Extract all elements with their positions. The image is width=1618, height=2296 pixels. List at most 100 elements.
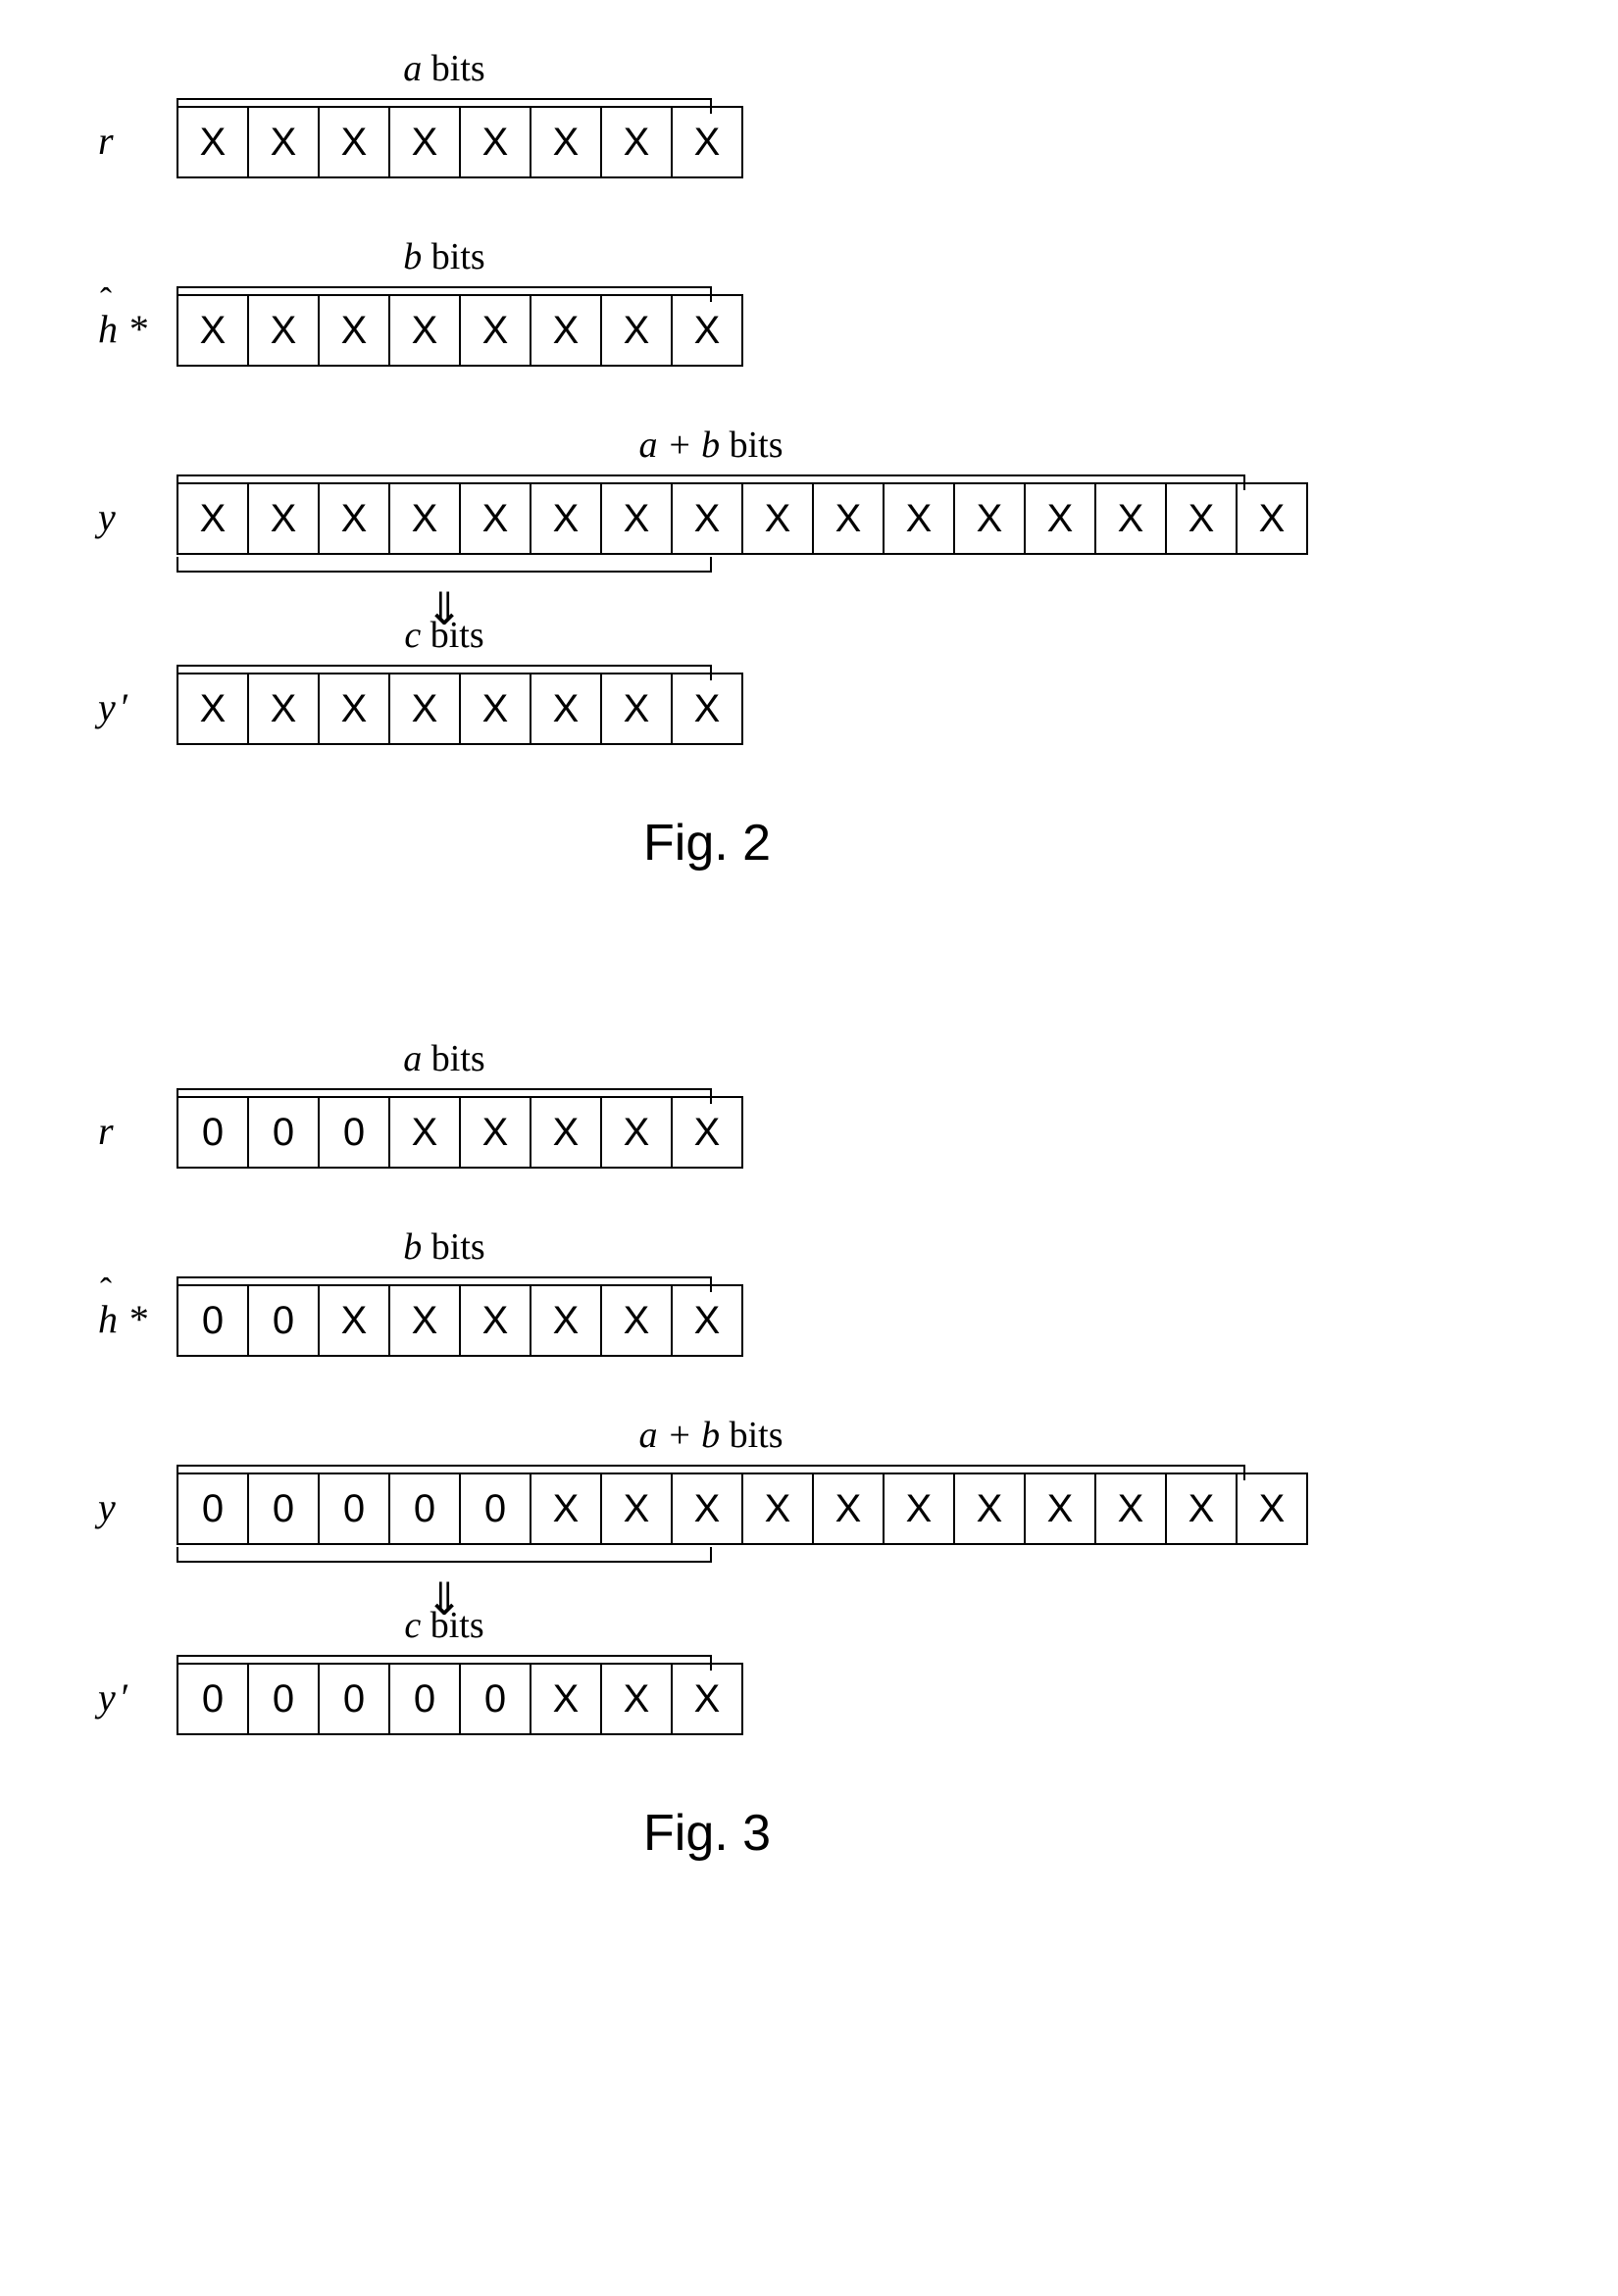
bit-cell: X — [177, 106, 249, 178]
bit-row: XXXXXXXX — [177, 673, 1618, 745]
bit-cell: X — [1165, 1472, 1238, 1545]
bracket-bottom — [177, 1549, 712, 1571]
bit-cell: X — [1024, 1472, 1096, 1545]
bit-cell: 0 — [177, 1284, 249, 1357]
bit-cell: 0 — [388, 1663, 461, 1735]
bit-cell: X — [388, 673, 461, 745]
bit-cell: X — [530, 1472, 602, 1545]
bit-row-group-hhat: b bitsh *00XXXXXX — [177, 1237, 1618, 1357]
bit-cell: X — [530, 1284, 602, 1357]
bit-cell: X — [671, 482, 743, 555]
bit-cell: X — [459, 106, 531, 178]
bit-cell: 0 — [247, 1472, 320, 1545]
bit-cell: X — [530, 673, 602, 745]
bit-cell: X — [812, 482, 885, 555]
bit-row-group-y: a + b bitsyXXXXXXXXXXXXXXXX — [177, 435, 1618, 580]
bit-cell: X — [883, 482, 955, 555]
bracket-label: a + b bits — [177, 1414, 1245, 1457]
bit-cell: 0 — [459, 1663, 531, 1735]
bit-cell: X — [953, 482, 1026, 555]
bracket-top: a + b bits — [177, 1425, 1245, 1467]
bit-cell: X — [459, 1284, 531, 1357]
bit-cell: X — [1236, 482, 1308, 555]
bit-row-group-r: a bitsr000XXXXX — [177, 1049, 1618, 1169]
bracket-label: c bits — [177, 614, 712, 657]
bit-cell: X — [247, 673, 320, 745]
bit-cell: X — [1165, 482, 1238, 555]
bit-row-group-hhat: b bitsh *XXXXXXXX — [177, 247, 1618, 367]
bracket-top: b bits — [177, 1237, 712, 1278]
bit-row: XXXXXXXXXXXXXXXX — [177, 482, 1618, 555]
row-label-hhat: h * — [98, 1296, 147, 1342]
bit-cell: X — [459, 482, 531, 555]
bit-cell: 0 — [247, 1663, 320, 1735]
bit-cell: X — [177, 294, 249, 367]
bit-cell: X — [318, 1284, 390, 1357]
bit-row: 00000XXX — [177, 1663, 1618, 1735]
bracket-top: a bits — [177, 1049, 712, 1090]
bit-cell: X — [671, 294, 743, 367]
bit-cell: X — [1094, 482, 1167, 555]
bit-cell: X — [600, 1663, 673, 1735]
bit-cell: X — [530, 294, 602, 367]
bit-cell: X — [600, 1096, 673, 1169]
bit-cell: X — [459, 1096, 531, 1169]
row-label-yprime: y ′ — [98, 684, 127, 730]
bit-cell: X — [388, 482, 461, 555]
bit-cell: X — [953, 1472, 1026, 1545]
bit-cell: X — [671, 1096, 743, 1169]
bit-cell: X — [318, 482, 390, 555]
bit-cell: X — [388, 106, 461, 178]
bracket-top: a + b bits — [177, 435, 1245, 476]
bracket-top: c bits — [177, 1616, 712, 1657]
figure-block: a bitsr000XXXXXb bitsh *00XXXXXXa + b bi… — [0, 1049, 1618, 1863]
figure-caption: Fig. 2 — [177, 814, 1618, 873]
bit-cell: X — [459, 294, 531, 367]
bit-cell: 0 — [177, 1472, 249, 1545]
bit-cell: X — [600, 106, 673, 178]
bit-cell: X — [671, 1663, 743, 1735]
bit-cell: 0 — [459, 1472, 531, 1545]
bit-cell: X — [530, 482, 602, 555]
bit-cell: X — [671, 1284, 743, 1357]
bracket-label: b bits — [177, 1225, 712, 1269]
bit-cell: X — [388, 1284, 461, 1357]
bit-cell: X — [530, 106, 602, 178]
bit-cell: X — [600, 1284, 673, 1357]
bit-cell: X — [318, 673, 390, 745]
bit-cell: X — [600, 673, 673, 745]
bit-cell: X — [600, 482, 673, 555]
bit-cell: 0 — [318, 1472, 390, 1545]
bit-cell: X — [671, 1472, 743, 1545]
bracket-label: a bits — [177, 47, 712, 90]
bit-row: 00000XXXXXXXXXXX — [177, 1472, 1618, 1545]
bit-cell: X — [671, 106, 743, 178]
bracket-label: a bits — [177, 1037, 712, 1080]
row-label-yprime: y ′ — [98, 1674, 127, 1721]
bit-cell: 0 — [177, 1663, 249, 1735]
bit-row-group-y: a + b bitsy00000XXXXXXXXXXX — [177, 1425, 1618, 1571]
bit-cell: X — [671, 673, 743, 745]
bracket-label: c bits — [177, 1604, 712, 1647]
bit-row-group-yprime: c bitsy ′00000XXX — [177, 1616, 1618, 1735]
bit-cell: X — [388, 1096, 461, 1169]
bit-cell: 0 — [247, 1096, 320, 1169]
bit-cell: X — [1024, 482, 1096, 555]
row-label-r: r — [98, 1108, 114, 1154]
bit-cell: 0 — [247, 1284, 320, 1357]
bit-cell: X — [318, 106, 390, 178]
bit-row: 00XXXXXX — [177, 1284, 1618, 1357]
bit-cell: X — [812, 1472, 885, 1545]
bit-cell: X — [600, 294, 673, 367]
bit-cell: X — [600, 1472, 673, 1545]
bit-cell: X — [388, 294, 461, 367]
bit-row: 000XXXXX — [177, 1096, 1618, 1169]
bit-cell: X — [177, 673, 249, 745]
bit-row: XXXXXXXX — [177, 106, 1618, 178]
row-label-y: y — [98, 1484, 116, 1530]
bit-cell: 0 — [318, 1663, 390, 1735]
bit-cell: X — [530, 1663, 602, 1735]
bit-cell: X — [741, 1472, 814, 1545]
bit-cell: X — [1236, 1472, 1308, 1545]
bit-cell: X — [1094, 1472, 1167, 1545]
